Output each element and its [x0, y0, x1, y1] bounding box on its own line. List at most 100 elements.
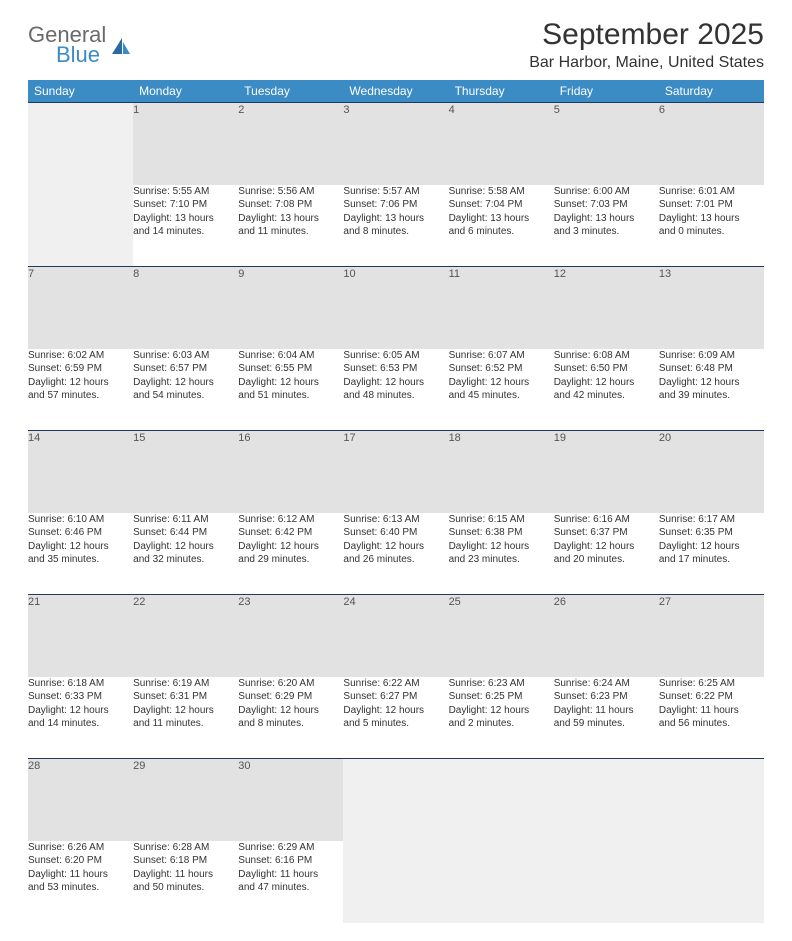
- day2-label: and 32 minutes.: [133, 553, 238, 567]
- day-data-cell: Sunrise: 6:13 AMSunset: 6:40 PMDaylight:…: [343, 513, 448, 595]
- day2-label: and 14 minutes.: [133, 225, 238, 239]
- sunrise-label: Sunrise: 6:07 AM: [449, 349, 554, 363]
- day2-label: and 3 minutes.: [554, 225, 659, 239]
- day-number-cell: 29: [133, 759, 238, 841]
- day2-label: and 17 minutes.: [659, 553, 764, 567]
- day-number-cell: 15: [133, 431, 238, 513]
- day-data-cell: [554, 841, 659, 923]
- sunset-label: Sunset: 6:31 PM: [133, 690, 238, 704]
- sunrise-label: Sunrise: 6:18 AM: [28, 677, 133, 691]
- day-number-cell: 3: [343, 103, 448, 185]
- day2-label: and 29 minutes.: [238, 553, 343, 567]
- day-data-cell: Sunrise: 6:03 AMSunset: 6:57 PMDaylight:…: [133, 349, 238, 431]
- day2-label: and 2 minutes.: [449, 717, 554, 731]
- calendar-header-row: Sunday Monday Tuesday Wednesday Thursday…: [28, 80, 764, 103]
- day1-label: Daylight: 11 hours: [659, 704, 764, 718]
- day2-label: and 51 minutes.: [238, 389, 343, 403]
- day-number-cell: 16: [238, 431, 343, 513]
- day-number-cell: 28: [28, 759, 133, 841]
- sunset-label: Sunset: 6:53 PM: [343, 362, 448, 376]
- day-number-cell: 22: [133, 595, 238, 677]
- day-data-row: Sunrise: 6:10 AMSunset: 6:46 PMDaylight:…: [28, 513, 764, 595]
- day-data-cell: Sunrise: 6:26 AMSunset: 6:20 PMDaylight:…: [28, 841, 133, 923]
- sunrise-label: Sunrise: 6:02 AM: [28, 349, 133, 363]
- day-number-cell: 13: [659, 267, 764, 349]
- day-data-cell: Sunrise: 6:18 AMSunset: 6:33 PMDaylight:…: [28, 677, 133, 759]
- sunset-label: Sunset: 7:04 PM: [449, 198, 554, 212]
- month-title: September 2025: [529, 18, 764, 52]
- day-data-cell: Sunrise: 5:55 AMSunset: 7:10 PMDaylight:…: [133, 185, 238, 267]
- day1-label: Daylight: 12 hours: [659, 376, 764, 390]
- sunrise-label: Sunrise: 6:28 AM: [133, 841, 238, 855]
- day-number-cell: 1: [133, 103, 238, 185]
- day-number-cell: 8: [133, 267, 238, 349]
- sunrise-label: Sunrise: 5:56 AM: [238, 185, 343, 199]
- day-number-cell: 21: [28, 595, 133, 677]
- day1-label: Daylight: 13 hours: [554, 212, 659, 226]
- title-block: September 2025 Bar Harbor, Maine, United…: [529, 18, 764, 72]
- sunset-label: Sunset: 6:22 PM: [659, 690, 764, 704]
- day2-label: and 8 minutes.: [343, 225, 448, 239]
- day2-label: and 47 minutes.: [238, 881, 343, 895]
- sunset-label: Sunset: 6:52 PM: [449, 362, 554, 376]
- day2-label: and 50 minutes.: [133, 881, 238, 895]
- day1-label: Daylight: 12 hours: [343, 704, 448, 718]
- day2-label: and 26 minutes.: [343, 553, 448, 567]
- day-number-cell: 30: [238, 759, 343, 841]
- location-label: Bar Harbor, Maine, United States: [529, 54, 764, 72]
- sunset-label: Sunset: 6:55 PM: [238, 362, 343, 376]
- day-data-cell: Sunrise: 5:57 AMSunset: 7:06 PMDaylight:…: [343, 185, 448, 267]
- day2-label: and 39 minutes.: [659, 389, 764, 403]
- sunrise-label: Sunrise: 6:19 AM: [133, 677, 238, 691]
- day1-label: Daylight: 12 hours: [343, 540, 448, 554]
- day1-label: Daylight: 12 hours: [554, 540, 659, 554]
- day-number-cell: 4: [449, 103, 554, 185]
- day2-label: and 57 minutes.: [28, 389, 133, 403]
- day-data-cell: Sunrise: 5:56 AMSunset: 7:08 PMDaylight:…: [238, 185, 343, 267]
- sunset-label: Sunset: 6:35 PM: [659, 526, 764, 540]
- day-data-row: Sunrise: 6:02 AMSunset: 6:59 PMDaylight:…: [28, 349, 764, 431]
- sunset-label: Sunset: 7:10 PM: [133, 198, 238, 212]
- sunrise-label: Sunrise: 6:11 AM: [133, 513, 238, 527]
- col-wednesday: Wednesday: [343, 80, 448, 103]
- day-data-cell: Sunrise: 6:20 AMSunset: 6:29 PMDaylight:…: [238, 677, 343, 759]
- col-saturday: Saturday: [659, 80, 764, 103]
- col-tuesday: Tuesday: [238, 80, 343, 103]
- day-number-cell: 9: [238, 267, 343, 349]
- daynum-row: 282930: [28, 759, 764, 841]
- sunset-label: Sunset: 6:27 PM: [343, 690, 448, 704]
- sunset-label: Sunset: 6:42 PM: [238, 526, 343, 540]
- day-data-cell: Sunrise: 6:15 AMSunset: 6:38 PMDaylight:…: [449, 513, 554, 595]
- day1-label: Daylight: 12 hours: [28, 704, 133, 718]
- sunrise-label: Sunrise: 6:22 AM: [343, 677, 448, 691]
- day-data-cell: Sunrise: 6:22 AMSunset: 6:27 PMDaylight:…: [343, 677, 448, 759]
- day1-label: Daylight: 12 hours: [133, 376, 238, 390]
- day-data-cell: Sunrise: 6:29 AMSunset: 6:16 PMDaylight:…: [238, 841, 343, 923]
- day-data-row: Sunrise: 6:18 AMSunset: 6:33 PMDaylight:…: [28, 677, 764, 759]
- day1-label: Daylight: 13 hours: [133, 212, 238, 226]
- sunrise-label: Sunrise: 6:01 AM: [659, 185, 764, 199]
- sunset-label: Sunset: 7:03 PM: [554, 198, 659, 212]
- sunset-label: Sunset: 6:48 PM: [659, 362, 764, 376]
- sunset-label: Sunset: 6:59 PM: [28, 362, 133, 376]
- sunset-label: Sunset: 6:18 PM: [133, 854, 238, 868]
- day-number-cell: 12: [554, 267, 659, 349]
- day1-label: Daylight: 12 hours: [133, 704, 238, 718]
- day-data-row: Sunrise: 5:55 AMSunset: 7:10 PMDaylight:…: [28, 185, 764, 267]
- sunset-label: Sunset: 7:08 PM: [238, 198, 343, 212]
- day-number-cell: [554, 759, 659, 841]
- day2-label: and 0 minutes.: [659, 225, 764, 239]
- day1-label: Daylight: 11 hours: [238, 868, 343, 882]
- day-data-cell: Sunrise: 6:07 AMSunset: 6:52 PMDaylight:…: [449, 349, 554, 431]
- day-data-cell: Sunrise: 6:16 AMSunset: 6:37 PMDaylight:…: [554, 513, 659, 595]
- sunset-label: Sunset: 6:40 PM: [343, 526, 448, 540]
- day2-label: and 54 minutes.: [133, 389, 238, 403]
- sunset-label: Sunset: 6:25 PM: [449, 690, 554, 704]
- day2-label: and 59 minutes.: [554, 717, 659, 731]
- day-number-cell: [449, 759, 554, 841]
- day-data-cell: [343, 841, 448, 923]
- day2-label: and 6 minutes.: [449, 225, 554, 239]
- day1-label: Daylight: 12 hours: [449, 376, 554, 390]
- sunrise-label: Sunrise: 6:20 AM: [238, 677, 343, 691]
- col-friday: Friday: [554, 80, 659, 103]
